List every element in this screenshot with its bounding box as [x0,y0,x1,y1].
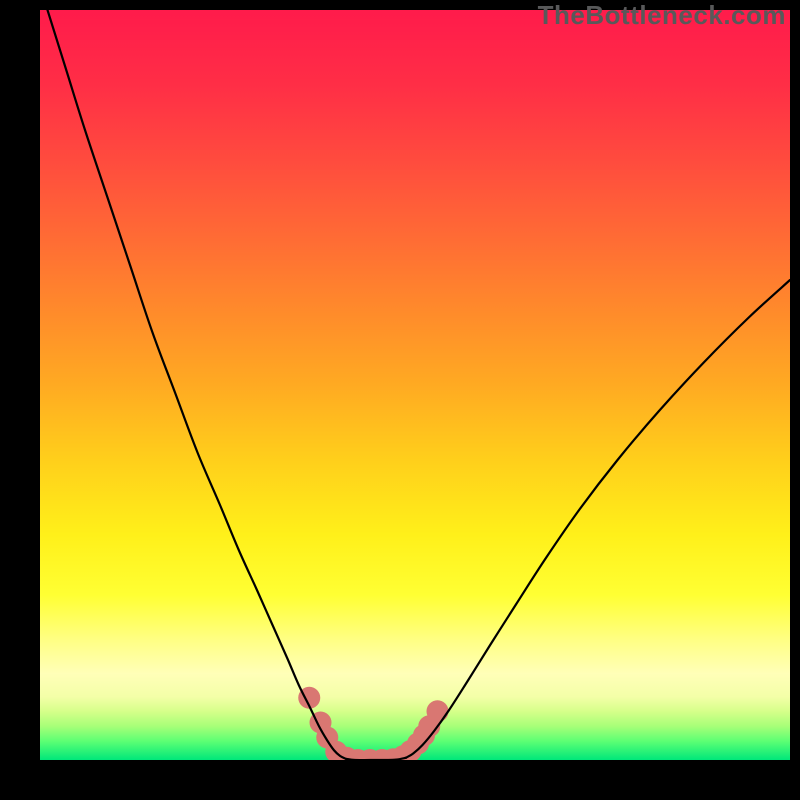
watermark-text: TheBottleneck.com [538,0,786,31]
curve-right [406,280,790,758]
curve-left [48,10,347,759]
basin-dot-markers [298,687,448,760]
chart-svg [40,10,790,760]
plot-area [40,10,790,760]
dot-marker [427,700,449,722]
